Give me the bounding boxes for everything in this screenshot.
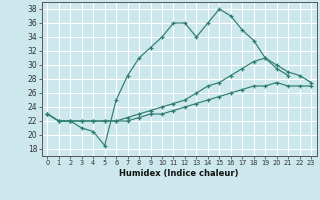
X-axis label: Humidex (Indice chaleur): Humidex (Indice chaleur) xyxy=(119,169,239,178)
